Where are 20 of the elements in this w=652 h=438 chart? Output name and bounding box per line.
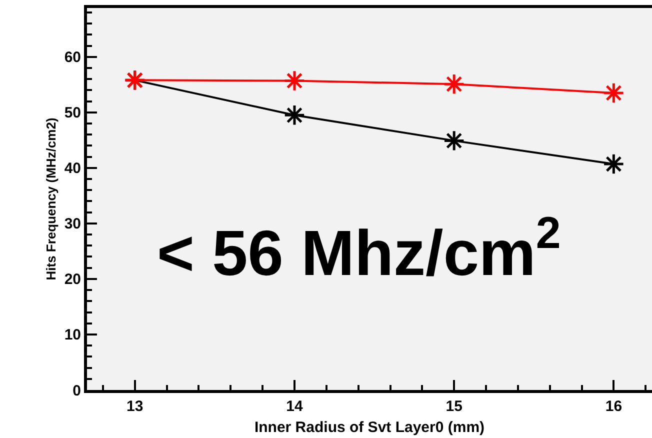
y-tick-label: 30 [64,216,81,233]
x-tick-label: 16 [605,398,622,415]
x-tick-label: 13 [126,398,144,415]
point [284,70,306,92]
annotation: < 56 Mhz/cm$^{2}$ [157,208,561,289]
x-axis-title: Inner Radius of Svt Layer0 (mm) [254,419,485,436]
point [443,73,465,95]
y-tick-label: 60 [64,49,81,66]
x-tick-label: 15 [446,398,462,415]
point [602,82,625,104]
y-axis-title: Hits Frequency (MHz/cm2) [43,118,58,280]
y-tick-label: 50 [64,104,81,122]
y-tick-label: 0 [72,382,81,400]
y-tick-label: 40 [64,160,81,178]
y-tick-label: 20 [64,271,81,288]
point [284,104,306,126]
y-tick-label: 10 [64,326,81,344]
x-tick-label: 14 [286,398,304,415]
point [602,153,625,175]
point [443,130,465,152]
